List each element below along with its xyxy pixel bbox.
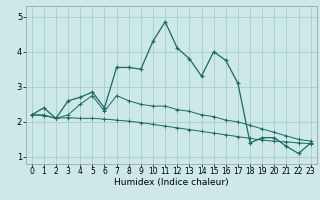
X-axis label: Humidex (Indice chaleur): Humidex (Indice chaleur) [114,178,228,187]
